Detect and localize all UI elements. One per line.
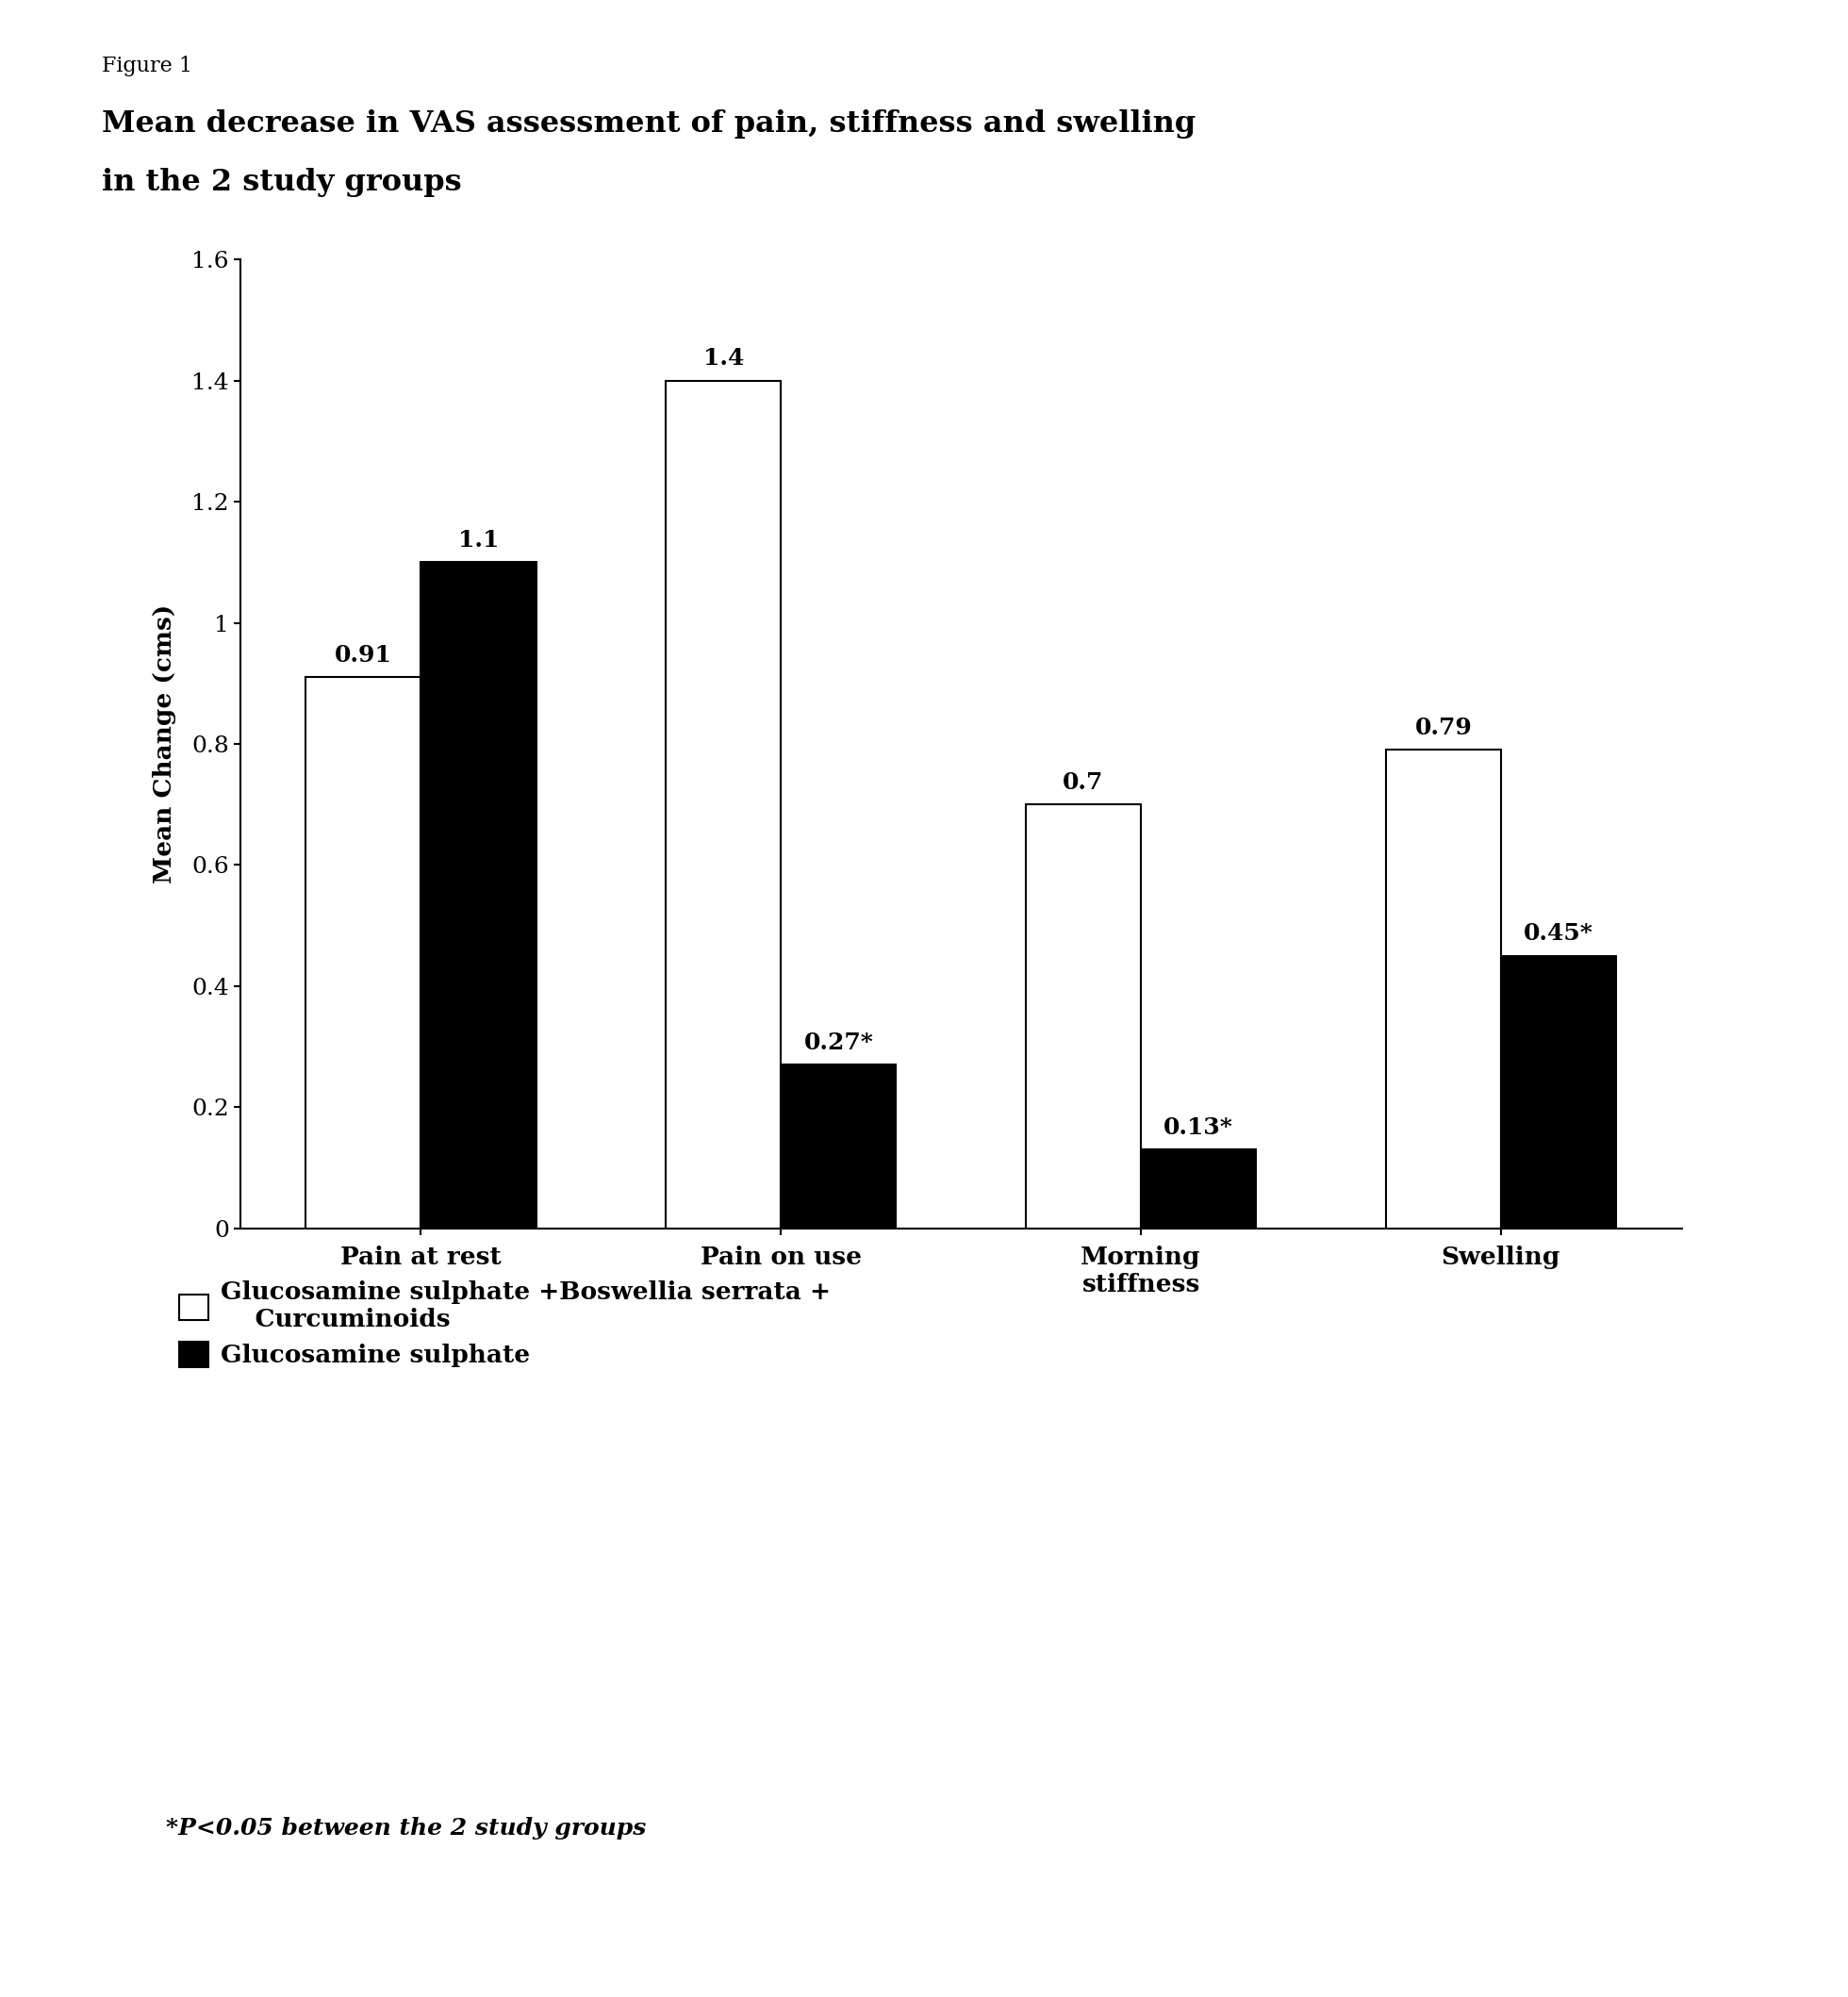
- Bar: [1140, 1150, 1257, 1228]
- Legend: Glucosamine sulphate +Boswellia serrata +
    Curcuminoids, Glucosamine sulphate: Glucosamine sulphate +Boswellia serrata …: [179, 1280, 832, 1368]
- Bar: [782, 1064, 896, 1228]
- Text: *P<0.05 between the 2 study groups: *P<0.05 between the 2 study groups: [166, 1817, 647, 1839]
- Bar: [1386, 751, 1501, 1228]
- Bar: [305, 677, 421, 1228]
- Bar: [1026, 805, 1140, 1228]
- Bar: [665, 381, 782, 1228]
- Bar: [421, 563, 536, 1228]
- Text: 0.45*: 0.45*: [1525, 923, 1593, 945]
- Bar: [1501, 957, 1617, 1228]
- Text: 0.79: 0.79: [1416, 717, 1473, 739]
- Text: 1.4: 1.4: [702, 347, 743, 369]
- Text: 0.13*: 0.13*: [1164, 1116, 1233, 1138]
- Text: 1.1: 1.1: [458, 529, 499, 551]
- Text: 0.91: 0.91: [334, 643, 392, 667]
- Text: in the 2 study groups: in the 2 study groups: [102, 168, 462, 198]
- Text: 0.27*: 0.27*: [804, 1030, 874, 1054]
- Y-axis label: Mean Change (cms): Mean Change (cms): [152, 605, 176, 883]
- Text: Mean decrease in VAS assessment of pain, stiffness and swelling: Mean decrease in VAS assessment of pain,…: [102, 110, 1196, 140]
- Text: 0.7: 0.7: [1063, 771, 1103, 793]
- Text: Figure 1: Figure 1: [102, 56, 192, 76]
